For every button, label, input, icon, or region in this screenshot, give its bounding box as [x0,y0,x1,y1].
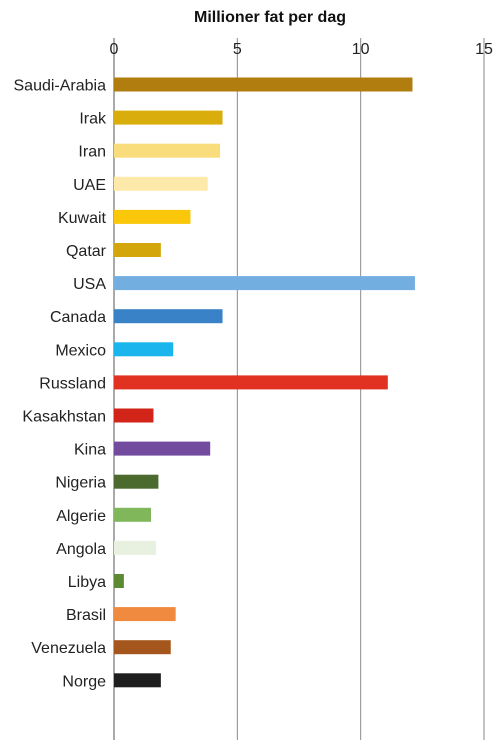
category-label: Irak [79,111,107,128]
category-label: Norge [62,673,106,690]
category-label: Venezuela [31,640,106,657]
bar-nigeria [114,474,159,489]
category-labels: Saudi-Arabia Irak Iran UAE Kuwait Qatar USA Can… [14,78,108,691]
tick-label-5: 5 [233,41,242,58]
category-label: Angola [56,541,106,558]
bar-saudi-arabia [114,77,413,92]
category-label: Russland [39,375,106,392]
category-label: Brasil [66,607,106,624]
bar-russland [114,375,388,390]
bar-venezuela [114,640,171,655]
bar-qatar [114,243,161,257]
bar-libya [114,574,124,588]
chart-title: Millioner fat per dag [194,9,346,26]
bar-iran [114,143,221,158]
category-label: Mexico [55,342,106,359]
category-label: Kina [74,442,106,459]
category-label: UAE [73,177,106,194]
bar-mexico [114,342,174,357]
category-label: Kuwait [58,210,107,227]
bar-irak [114,110,223,125]
bar-kuwait [114,209,191,224]
category-label: Canada [50,309,106,326]
category-label: Nigeria [55,475,106,492]
category-label: Algerie [56,508,106,525]
category-label: Qatar [66,243,107,260]
bar-brasil [114,607,176,622]
tick-label-0: 0 [110,41,119,58]
bar-canada [114,309,223,324]
category-label: Kasakhstan [22,409,106,426]
category-label: USA [73,276,106,293]
category-label: Iran [78,144,106,161]
axis-tick-labels: 0 5 10 15 [110,41,493,58]
bar-norge [114,673,161,688]
bar-kina [114,441,211,456]
tick-label-10: 10 [352,41,370,58]
bar-usa [114,276,415,291]
bar-uae [114,176,208,191]
category-label: Libya [68,574,106,591]
bar-algerie [114,507,151,522]
bars [114,77,415,688]
bar-angola [114,540,156,555]
bar-kasakhstan [114,408,154,423]
category-label: Saudi-Arabia [14,78,107,95]
tick-label-15: 15 [475,41,493,58]
